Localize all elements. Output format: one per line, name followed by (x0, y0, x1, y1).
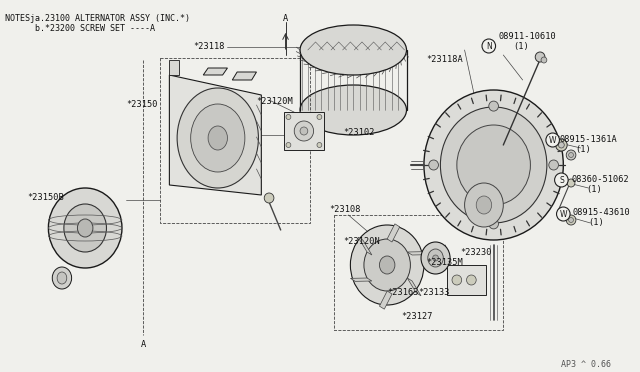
Ellipse shape (177, 88, 259, 188)
Ellipse shape (559, 142, 564, 148)
Ellipse shape (191, 104, 245, 172)
Text: 08911-10610: 08911-10610 (499, 32, 556, 41)
Ellipse shape (64, 204, 106, 252)
Ellipse shape (568, 218, 573, 222)
Ellipse shape (421, 242, 450, 274)
Text: *23150B: *23150B (27, 193, 64, 202)
Text: *23163: *23163 (387, 288, 419, 297)
Ellipse shape (465, 183, 503, 227)
Text: W: W (559, 209, 567, 218)
Text: (1): (1) (588, 218, 604, 227)
Bar (447, 265, 486, 295)
Ellipse shape (77, 219, 93, 237)
Text: S: S (559, 176, 564, 185)
Text: *23102: *23102 (344, 128, 375, 137)
Ellipse shape (286, 115, 291, 119)
Polygon shape (351, 278, 372, 281)
Ellipse shape (317, 115, 322, 119)
Ellipse shape (317, 142, 322, 148)
Ellipse shape (567, 179, 575, 187)
Text: A: A (283, 14, 288, 23)
Text: *23118: *23118 (193, 42, 225, 51)
Text: A: A (141, 340, 146, 349)
Text: *23118A: *23118A (426, 55, 463, 64)
Text: *23108: *23108 (329, 205, 360, 214)
Ellipse shape (350, 225, 424, 305)
Text: *23135M: *23135M (426, 258, 463, 267)
Ellipse shape (568, 153, 573, 157)
Polygon shape (407, 251, 429, 255)
Text: *23133: *23133 (418, 288, 450, 297)
Polygon shape (358, 237, 372, 255)
Text: (1): (1) (575, 145, 591, 154)
Polygon shape (232, 72, 257, 80)
Polygon shape (387, 224, 400, 242)
Polygon shape (407, 278, 421, 296)
Text: b.*23200 SCREW SET ----A: b.*23200 SCREW SET ----A (5, 24, 155, 33)
Ellipse shape (452, 275, 461, 285)
Ellipse shape (489, 101, 499, 111)
Circle shape (557, 207, 570, 221)
Ellipse shape (433, 255, 438, 261)
Text: *23120N: *23120N (344, 237, 380, 246)
Ellipse shape (264, 193, 274, 203)
Ellipse shape (548, 160, 559, 170)
Ellipse shape (566, 215, 576, 225)
Bar (284, 112, 324, 150)
Ellipse shape (535, 52, 545, 62)
Circle shape (482, 39, 495, 53)
Ellipse shape (424, 90, 563, 240)
Polygon shape (380, 291, 392, 309)
Ellipse shape (467, 275, 476, 285)
Text: W: W (549, 135, 556, 144)
Ellipse shape (457, 125, 531, 205)
Ellipse shape (49, 188, 122, 268)
Ellipse shape (300, 85, 406, 135)
Text: *23127: *23127 (402, 312, 433, 321)
Ellipse shape (440, 107, 547, 223)
Ellipse shape (541, 57, 547, 63)
Text: *23120M: *23120M (257, 97, 293, 106)
Text: 08915-1361A: 08915-1361A (559, 135, 617, 144)
Ellipse shape (364, 239, 410, 291)
Text: (1): (1) (513, 42, 529, 51)
Polygon shape (170, 75, 261, 195)
Ellipse shape (429, 160, 438, 170)
Ellipse shape (380, 256, 395, 274)
Ellipse shape (300, 25, 406, 75)
Bar (334, 215, 503, 330)
Ellipse shape (476, 196, 492, 214)
Ellipse shape (566, 150, 576, 160)
Text: 08360-51062: 08360-51062 (571, 175, 629, 184)
Text: *23230: *23230 (461, 248, 492, 257)
Polygon shape (170, 60, 179, 75)
Text: 08915-43610: 08915-43610 (573, 208, 631, 217)
Ellipse shape (300, 127, 308, 135)
Ellipse shape (489, 219, 499, 229)
Ellipse shape (294, 121, 314, 141)
Ellipse shape (57, 272, 67, 284)
Circle shape (546, 133, 559, 147)
Circle shape (555, 173, 568, 187)
Bar (160, 58, 310, 223)
Text: AP3 ^ 0.66: AP3 ^ 0.66 (561, 360, 611, 369)
Ellipse shape (556, 139, 567, 151)
Ellipse shape (208, 126, 227, 150)
Polygon shape (204, 68, 227, 75)
Ellipse shape (52, 267, 72, 289)
Text: NOTESja.23100 ALTERNATOR ASSY (INC.*): NOTESja.23100 ALTERNATOR ASSY (INC.*) (5, 14, 190, 23)
Text: N: N (486, 42, 492, 51)
Ellipse shape (428, 249, 444, 267)
Text: (1): (1) (586, 185, 602, 194)
Text: *23150: *23150 (126, 100, 157, 109)
Ellipse shape (286, 142, 291, 148)
